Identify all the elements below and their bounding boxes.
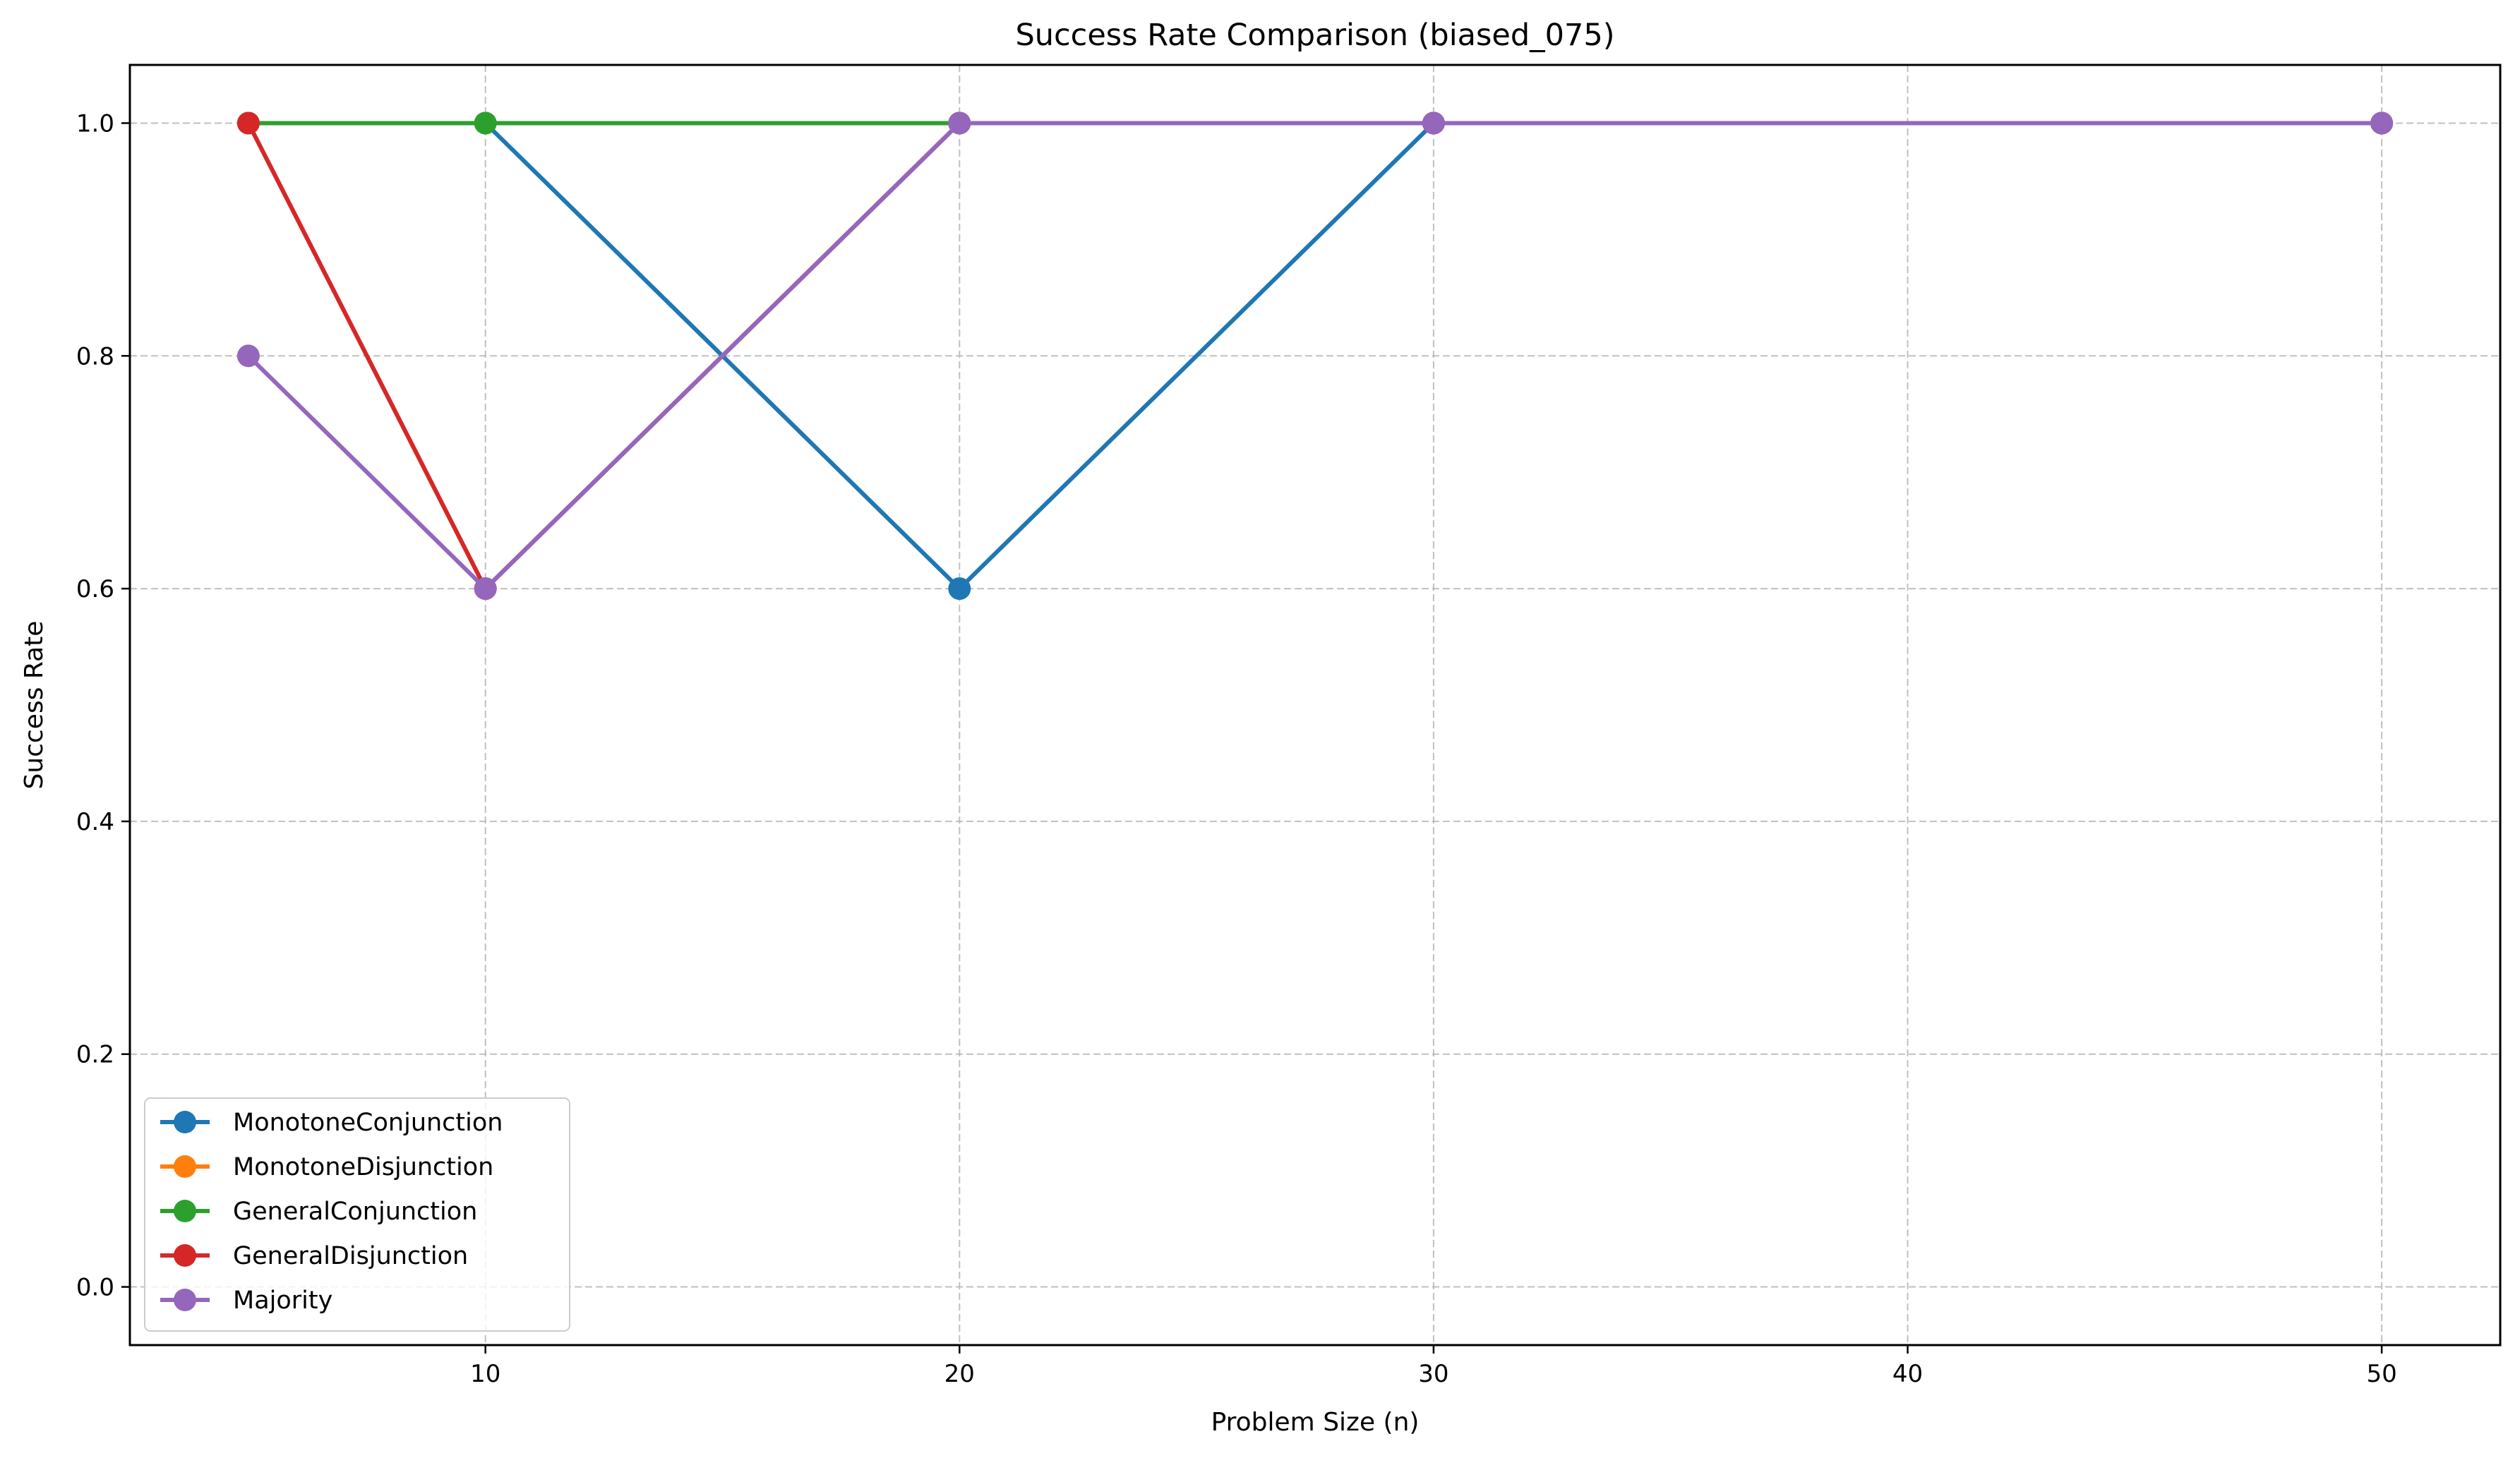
legend-label: GeneralConjunction [233, 1198, 477, 1226]
legend-item: GeneralConjunction [160, 1198, 477, 1226]
y-tick-label: 0.0 [76, 1274, 114, 1302]
legend-label: Majority [233, 1287, 332, 1315]
data-point [236, 344, 260, 368]
y-axis-title: Success Rate [20, 621, 49, 790]
legend-box [144, 1097, 570, 1332]
x-tick-label: 40 [1892, 1360, 1923, 1388]
legend-item: Majority [160, 1287, 332, 1315]
series-layer [236, 112, 2394, 601]
x-axis-title: Problem Size (n) [1211, 1408, 1420, 1437]
legend-marker [174, 1200, 196, 1222]
legend-marker [174, 1111, 196, 1133]
series-Majority [236, 112, 2394, 601]
x-tick-label: 10 [470, 1360, 500, 1388]
legend-item: MonotoneConjunction [160, 1109, 503, 1137]
chart-title: Success Rate Comparison (biased_075) [1015, 18, 1614, 53]
y-tick-label: 0.6 [76, 575, 114, 603]
legend-item: GeneralDisjunction [160, 1242, 468, 1270]
legend-label: GeneralDisjunction [233, 1242, 468, 1270]
ticks: 10 20 30 40 50 0.0 0.2 0.4 0.6 0.8 1.0 [76, 109, 2397, 1388]
data-point [474, 112, 497, 135]
y-tick-label: 0.4 [76, 808, 114, 836]
legend: MonotoneConjunction MonotoneDisjunction Ge… [144, 1097, 570, 1332]
legend-marker [174, 1244, 196, 1267]
y-tick-label: 0.2 [76, 1041, 114, 1069]
y-tick-label: 1.0 [76, 109, 114, 138]
data-point [236, 112, 260, 135]
data-point [474, 577, 497, 601]
data-point [1422, 112, 1445, 135]
legend-label: MonotoneConjunction [233, 1109, 503, 1137]
y-tick-label: 0.8 [76, 342, 114, 370]
legend-marker [174, 1289, 196, 1311]
legend-marker [174, 1155, 196, 1178]
x-tick-label: 20 [944, 1360, 975, 1388]
data-point [2370, 112, 2394, 135]
legend-item: MonotoneDisjunction [160, 1153, 493, 1181]
plot-frame [128, 64, 2502, 1346]
data-point [948, 112, 971, 135]
x-tick-label: 30 [1418, 1360, 1448, 1388]
x-tick-label: 50 [2366, 1360, 2396, 1388]
data-point [948, 577, 971, 601]
legend-label: MonotoneDisjunction [233, 1153, 493, 1181]
